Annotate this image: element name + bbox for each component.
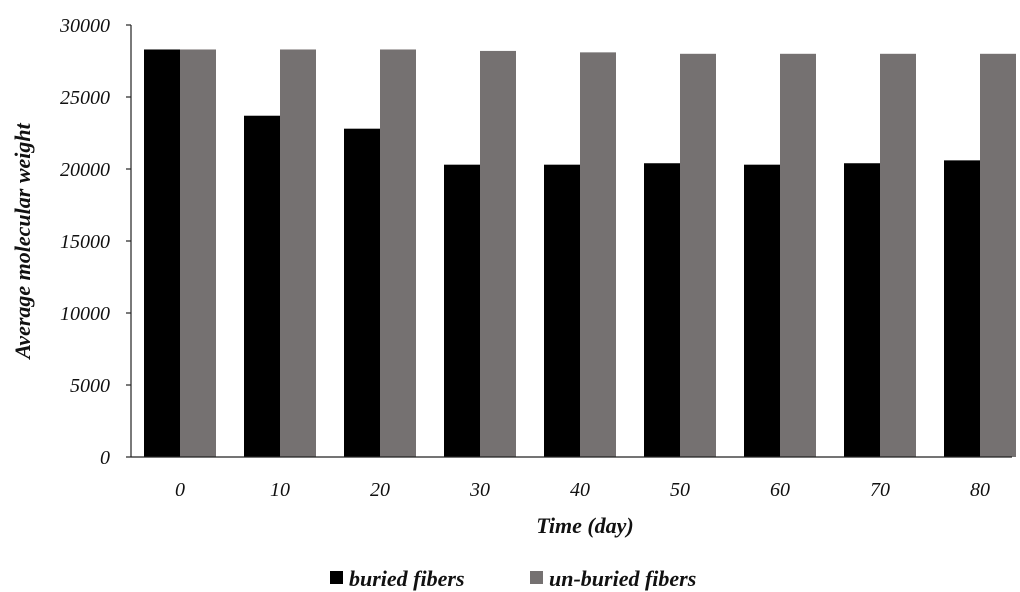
bar-buried-fibers-30 [444,164,480,457]
x-tick-label: 10 [270,479,290,501]
x-tick-label: 30 [469,479,490,501]
bar-un-buried-fibers-20 [380,49,416,457]
x-axis-ticks: 0 10 20 30 40 50 60 70 80 [175,479,990,501]
x-tick-label: 0 [175,479,185,501]
legend-label-buried-fibers: buried fibers [349,566,465,591]
y-axis-ticks: 0 5000 10000 15000 20000 25000 30000 [59,15,131,469]
x-tick-label: 50 [670,479,690,501]
bar-un-buried-fibers-10 [280,49,316,457]
bar-buried-fibers-60 [744,164,780,457]
bar-un-buried-fibers-0 [180,49,216,457]
y-tick-label: 30000 [59,15,110,37]
bars [144,49,1016,458]
y-tick-label: 15000 [60,231,110,253]
bar-un-buried-fibers-70 [880,53,916,458]
y-axis-title: Average molecular weight [10,122,35,360]
y-tick-label: 10000 [60,303,110,325]
x-axis-title: Time (day) [536,513,634,538]
x-tick-label: 40 [570,479,590,501]
bar-buried-fibers-80 [944,160,980,458]
x-tick-label: 70 [870,479,890,501]
bar-buried-fibers-0 [144,49,180,457]
bar-buried-fibers-20 [344,128,380,457]
bar-buried-fibers-10 [244,115,280,457]
bar-buried-fibers-40 [544,164,580,457]
bar-un-buried-fibers-50 [680,53,716,458]
bar-un-buried-fibers-40 [580,52,616,458]
y-tick-label: 20000 [60,159,110,181]
legend-swatch-un-buried-fibers [530,571,543,584]
x-tick-label: 60 [770,479,790,501]
legend-swatch-buried-fibers [330,571,343,584]
bar-buried-fibers-50 [644,163,680,458]
bar-un-buried-fibers-30 [480,50,516,458]
y-tick-label: 5000 [70,375,110,397]
legend: buried fibers un-buried fibers [330,566,696,591]
x-tick-label: 80 [970,479,990,501]
legend-label-un-buried-fibers: un-buried fibers [549,566,696,591]
bar-un-buried-fibers-80 [980,53,1016,458]
y-tick-label: 0 [100,447,110,469]
bar-un-buried-fibers-60 [780,53,816,458]
bar-buried-fibers-70 [844,163,880,458]
y-tick-label: 25000 [60,87,110,109]
x-tick-label: 20 [370,479,390,501]
